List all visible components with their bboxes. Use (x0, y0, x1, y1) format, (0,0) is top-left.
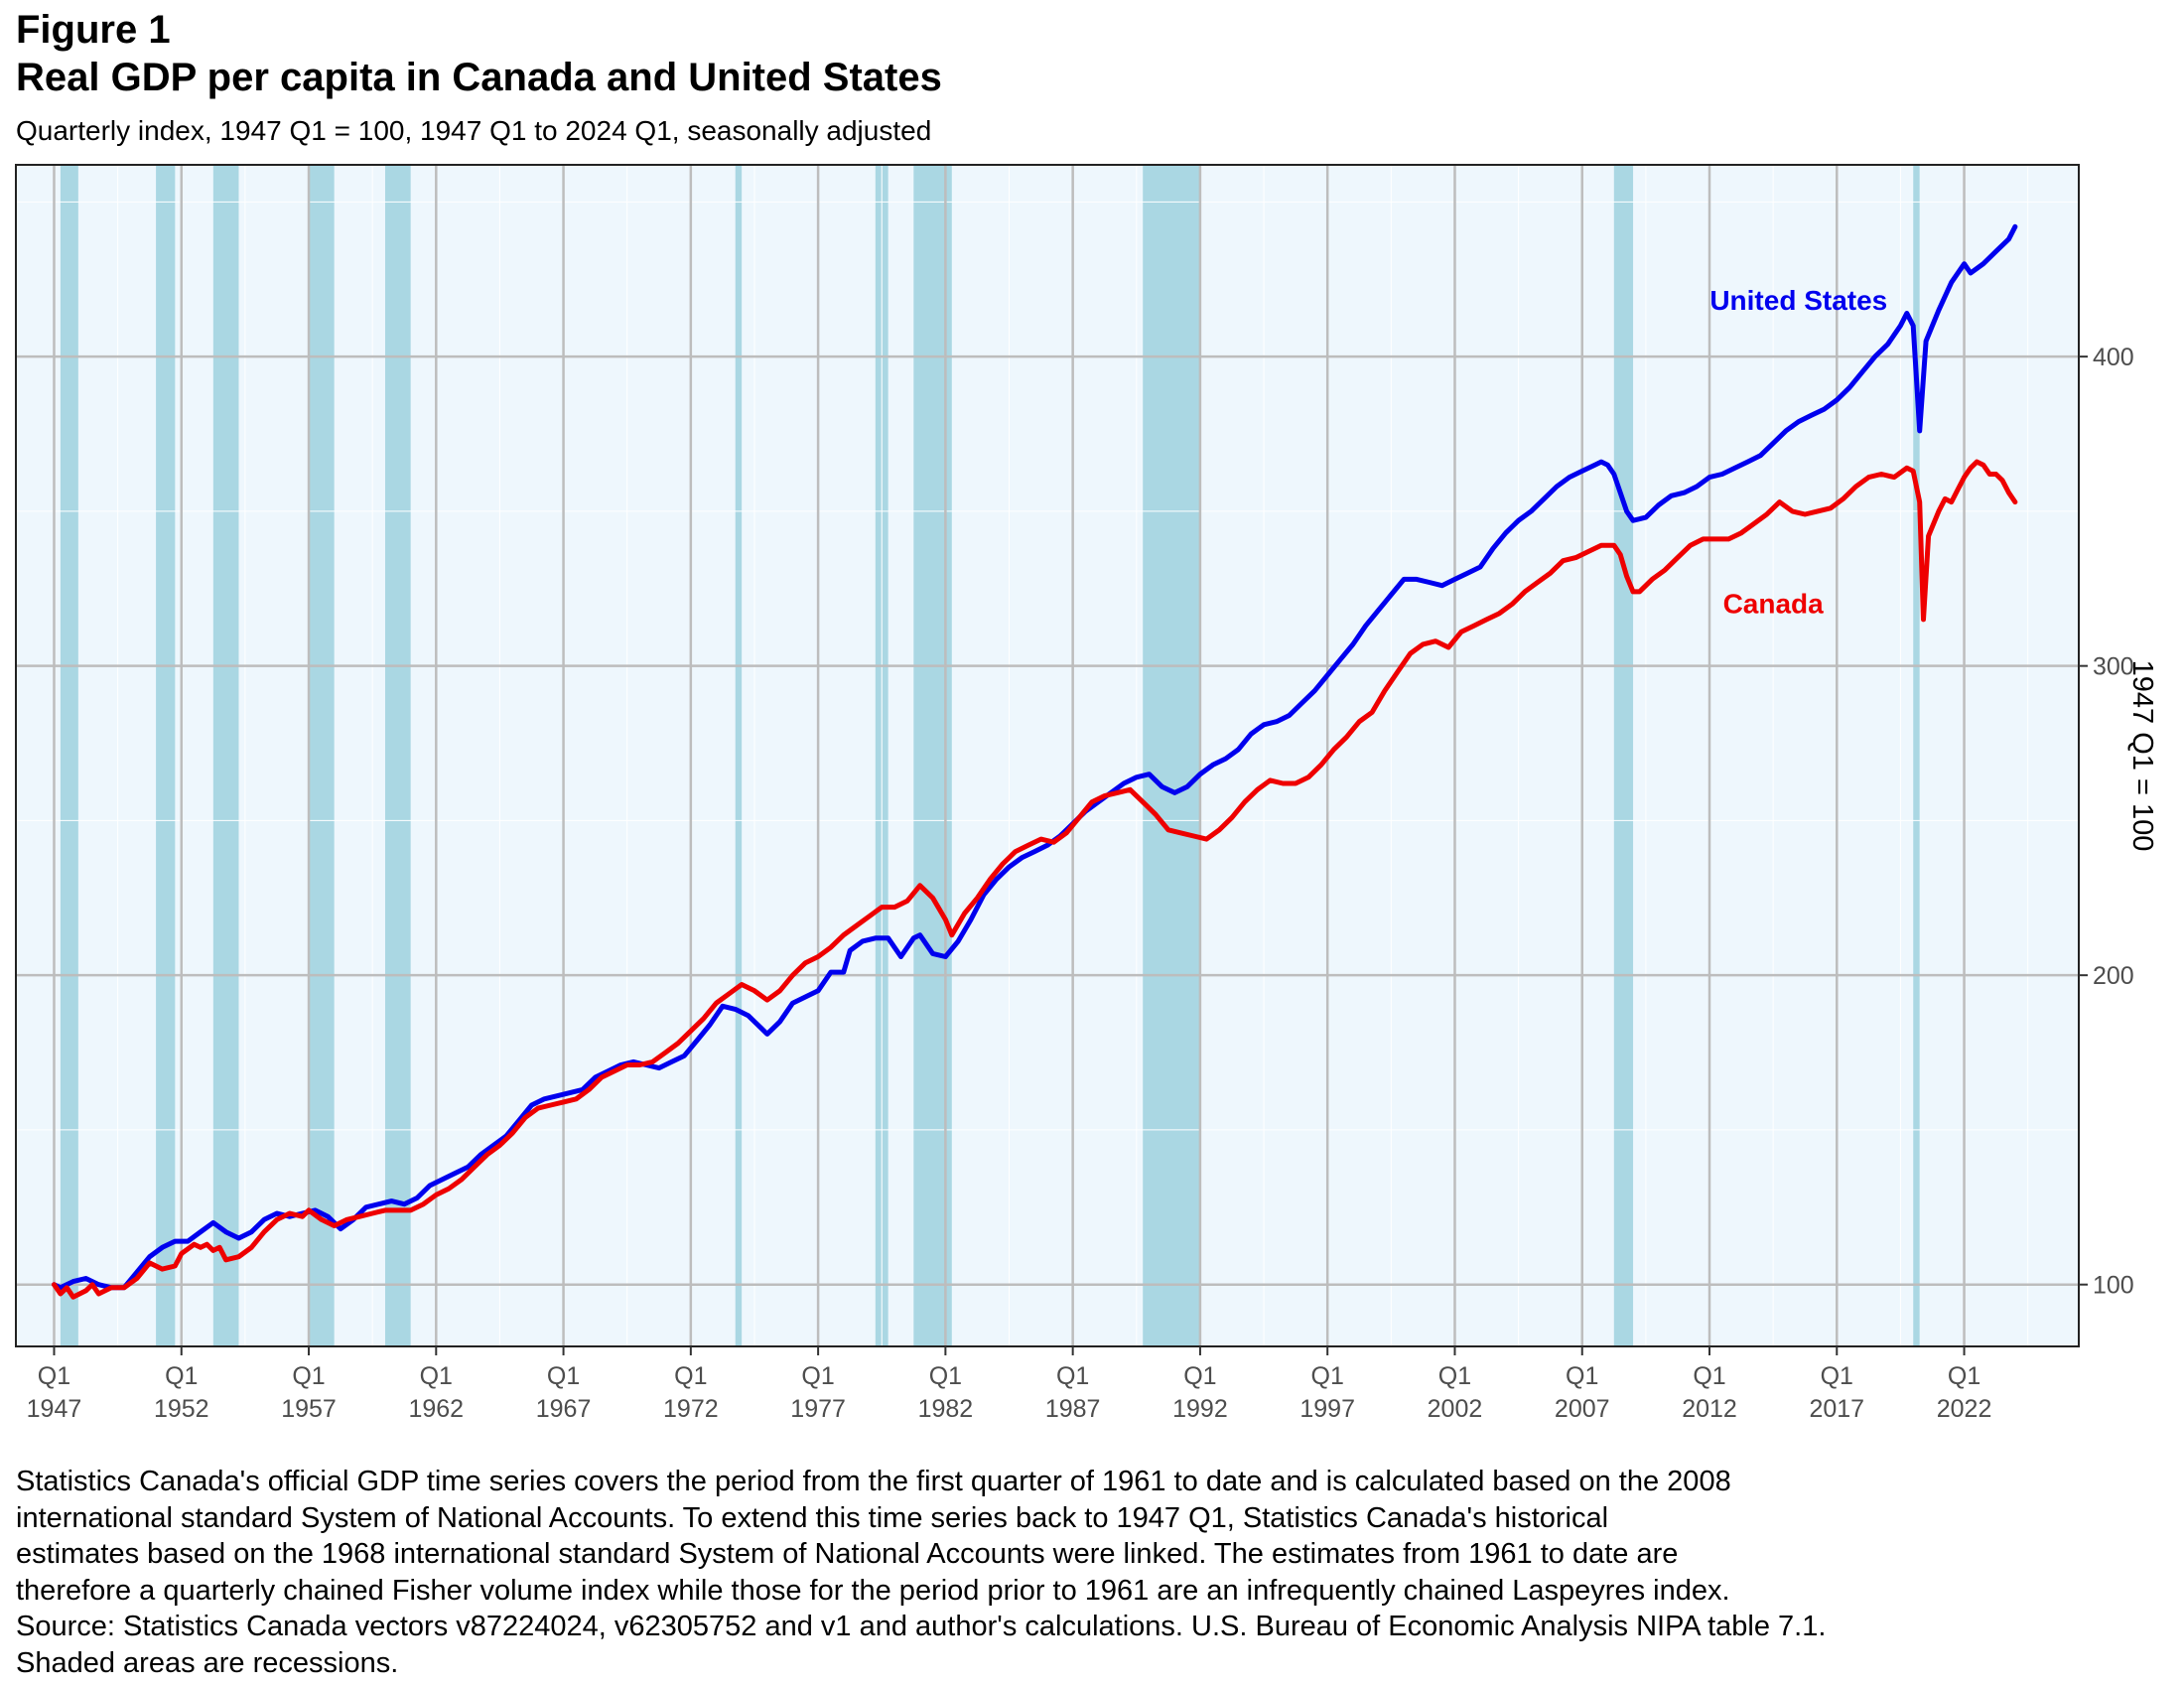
x-tick-label: 1952 (154, 1395, 209, 1423)
recession-band (212, 165, 239, 1346)
x-tick-label: 1982 (918, 1395, 974, 1423)
recession-band (1913, 165, 1920, 1346)
x-tick-label: 1962 (408, 1395, 464, 1423)
recession-band (60, 165, 78, 1346)
x-tick-label: Q1 (1311, 1362, 1344, 1390)
x-tick-label: 2022 (1937, 1395, 1992, 1423)
x-tick-label: 1992 (1172, 1395, 1228, 1423)
x-tick-label: Q1 (547, 1362, 580, 1390)
x-tick-label: 1977 (790, 1395, 846, 1423)
x-tick-label: Q1 (674, 1362, 707, 1390)
series-line-canada (52, 459, 2018, 1300)
x-tick-label: 1957 (281, 1395, 337, 1423)
plot-border (15, 164, 2080, 1347)
line-chart: Q1 1947 Q1 1952 Q1 1957 Q1 1962 Q1 1967 Q1 1972 Q1 19… (15, 164, 2158, 1423)
note-line: international standard System of Nationa… (16, 1501, 1609, 1534)
x-tick-label: Q1 (1821, 1362, 1853, 1390)
recession-band (384, 165, 411, 1346)
x-tick-label: Q1 (420, 1362, 453, 1390)
series-label: Canada (1723, 588, 1825, 619)
x-tick-label: Q1 (1183, 1362, 1216, 1390)
x-tick-label: 2007 (1555, 1395, 1610, 1423)
x-tick-label: 1997 (1299, 1395, 1355, 1423)
recession-band (156, 165, 176, 1346)
note-line: Source: Statistics Canada vectors v87224… (16, 1611, 1827, 1642)
y-tick-label: 100 (2093, 1272, 2134, 1300)
x-tick-label: Q1 (1693, 1362, 1725, 1390)
chart-title: Real GDP per capita in Canada and United… (16, 56, 942, 99)
note-line: Statistics Canada's official GDP time se… (16, 1466, 1731, 1497)
x-tick-label: Q1 (1438, 1362, 1471, 1390)
x-tick-label: Q1 (1056, 1362, 1089, 1390)
x-tick-label: 2017 (1809, 1395, 1864, 1423)
recession-band (1143, 165, 1200, 1346)
x-tick-label: 1967 (536, 1395, 592, 1423)
x-tick-label: 1947 (27, 1395, 82, 1423)
chart-subtitle: Quarterly index, 1947 Q1 = 100, 1947 Q1 … (16, 115, 932, 146)
recession-band (309, 165, 335, 1346)
note-line: therefore a quarterly chained Fisher vol… (16, 1574, 1730, 1607)
figure-label: Figure 1 (16, 8, 171, 52)
x-tick-label: Q1 (1948, 1362, 1980, 1390)
note-line: estimates based on the 1968 internationa… (16, 1538, 1679, 1570)
chart-notes: Statistics Canada's official GDP time se… (16, 1464, 2170, 1681)
note-line: Shaded areas are recessions. (16, 1646, 399, 1679)
x-tick-label: Q1 (801, 1362, 834, 1390)
y-tick-label: 200 (2093, 962, 2134, 990)
x-tick-label: Q1 (929, 1362, 962, 1390)
x-tick-label: Q1 (1566, 1362, 1598, 1390)
x-tick-label: Q1 (165, 1362, 198, 1390)
plot-background (16, 165, 2079, 1346)
series-label: United States (1709, 285, 1887, 316)
x-tick-label: 2012 (1682, 1395, 1737, 1423)
x-tick-label: 2002 (1428, 1395, 1483, 1423)
y-tick-label: 400 (2093, 344, 2134, 371)
x-tick-label: Q1 (292, 1362, 325, 1390)
x-tick-label: 1987 (1045, 1395, 1101, 1423)
recession-band (1613, 165, 1634, 1346)
x-tick-label: Q1 (38, 1362, 70, 1390)
recession-band (735, 165, 743, 1346)
x-tick-label: 1972 (663, 1395, 719, 1423)
y-tick-label: 300 (2093, 653, 2134, 681)
y-axis-title: 1947 Q1 = 100 (2126, 660, 2158, 852)
